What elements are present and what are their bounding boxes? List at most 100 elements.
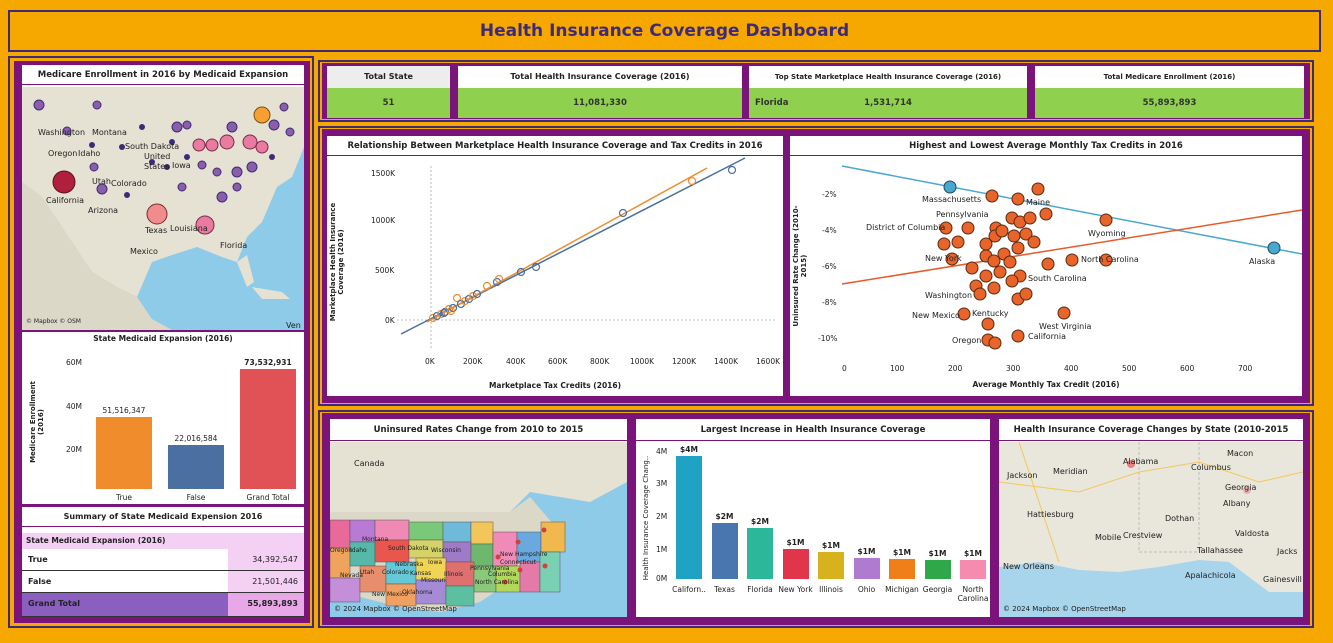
bar-label: Grand Total — [246, 493, 290, 502]
increase-bar-title: Largest Increase in Health Insurance Cov… — [636, 419, 990, 441]
map-label: Apalachicola — [1185, 571, 1236, 580]
map-label: Canada — [354, 459, 385, 468]
scatter2-title: Highest and Lowest Average Monthly Tax C… — [790, 136, 1302, 156]
state-map-title: Health Insurance Coverage Changes by Sta… — [999, 419, 1303, 441]
scatter2-points — [937, 182, 1113, 350]
map-label: New Orleans — [1003, 562, 1054, 571]
increase-bar[interactable] — [782, 548, 809, 579]
x-tick: 1200K — [672, 357, 697, 366]
increase-bar[interactable] — [711, 523, 738, 579]
uninsured-map-title: Uninsured Rates Change from 2010 to 2015 — [330, 419, 627, 441]
trend-line-blue — [841, 165, 1302, 255]
map-label: Utah — [92, 177, 111, 186]
map-label: Texas — [145, 226, 168, 235]
point-label: California — [1028, 332, 1066, 341]
increase-bar[interactable] — [676, 455, 702, 579]
increase-bar-value: $1M — [964, 549, 982, 559]
x-tick: 0K — [425, 357, 435, 366]
scatter1-plot[interactable] — [327, 136, 783, 376]
point-alaska — [1267, 241, 1281, 255]
row-value: 55,893,893 — [228, 593, 304, 616]
map-label: Georgia — [1225, 483, 1257, 492]
table-row[interactable]: Grand Total 55,893,893 — [22, 593, 304, 617]
point-label: Massachusetts — [922, 195, 982, 204]
map-label: Alabama — [1123, 457, 1159, 466]
bar-value: 51,516,347 — [102, 406, 146, 415]
bar-value: 73,532,931 — [244, 358, 292, 367]
header-bar: Health Insurance Coverage Dashboard — [8, 10, 1321, 52]
table-row[interactable]: True 34,392,547 — [22, 549, 304, 571]
kpi-value: 51 — [327, 88, 450, 118]
uninsured-map-panel: Uninsured Rates Change from 2010 to 2015… — [330, 419, 627, 617]
table-row[interactable]: False 21,501,446 — [22, 571, 304, 593]
scatter2-plot[interactable] — [790, 136, 1302, 376]
map-label: Ven — [286, 321, 301, 330]
enrollment-bubbles — [33, 99, 295, 235]
map-label: Dothan — [1165, 514, 1195, 523]
trend-line-orange — [841, 209, 1302, 285]
increase-bar[interactable] — [818, 551, 844, 579]
map-label: New Mexico — [372, 591, 408, 598]
increase-bar-value: $1M — [786, 537, 805, 547]
map-label: Columbia — [488, 571, 517, 578]
summary-table-title: Summary of State Medicaid Expension 2016 — [22, 507, 304, 527]
medicare-map-title: Medicare Enrollment in 2016 by Medicaid … — [22, 65, 304, 100]
expansion-bar-ylabel: Medicare Enrollment (2016) — [29, 381, 45, 463]
scatter1-panel: Relationship Between Marketplace Health … — [327, 136, 783, 396]
x-tick: 1000K — [630, 357, 655, 366]
kpi-total-medicare: Total Medicare Enrollment (2016) 55,893,… — [1035, 66, 1304, 118]
point-label: District of Columbia — [866, 223, 946, 232]
y-tick: 0K — [385, 316, 395, 325]
state-map[interactable] — [999, 442, 1303, 617]
increase-bar[interactable] — [960, 560, 986, 579]
kpi-state: Florida — [755, 98, 789, 108]
map-label: Kansas — [410, 570, 432, 577]
map-label: Iowa — [428, 559, 443, 566]
y-tick: 3M — [656, 479, 668, 488]
map-label: Valdosta — [1235, 529, 1270, 538]
kpi-title: Top State Marketplace Health Insurance C… — [749, 66, 1027, 88]
increase-bar-label: Georgia — [922, 585, 953, 594]
map-label: Columbus — [1191, 463, 1231, 472]
medicare-map[interactable] — [22, 87, 304, 330]
increase-bar-label: Ohio — [857, 585, 876, 594]
x-tick: 200K — [463, 357, 483, 366]
kpi-frame — [318, 60, 1314, 122]
row-value: 21,501,446 — [228, 571, 304, 592]
map-label: Iowa — [172, 161, 191, 170]
dashboard-title: Health Insurance Coverage Dashboard — [479, 21, 850, 41]
point-label: North Carolina — [1081, 255, 1139, 264]
increase-bar[interactable] — [747, 527, 773, 579]
bar-false[interactable] — [168, 445, 224, 489]
increase-bar-value: $1M — [893, 548, 911, 558]
x-tick: 700 — [1238, 364, 1253, 373]
map-label: Louisiana — [170, 224, 208, 233]
scatter1-xlabel: Marketplace Tax Credits (2016) — [488, 381, 622, 390]
bar-grand-total[interactable] — [240, 369, 296, 489]
map-label: Jackson — [1007, 471, 1038, 480]
map-label: Oklahoma — [402, 589, 433, 596]
y-tick: 40M — [66, 402, 83, 411]
map-label: Crestview — [1123, 531, 1163, 540]
map-label: Colorado — [111, 179, 147, 188]
map-label: Jacks — [1277, 547, 1298, 556]
kpi-total-state: Total State 51 — [327, 66, 450, 118]
increase-bar[interactable] — [889, 559, 915, 579]
uninsured-map[interactable] — [330, 442, 627, 617]
map-label: Oregon — [330, 547, 353, 554]
map-label: Gainesvill — [1263, 575, 1302, 584]
map-label: Connecticut — [500, 559, 536, 566]
x-tick: 1400K — [714, 357, 739, 366]
y-tick: -2% — [822, 190, 837, 199]
y-tick: 1M — [656, 545, 668, 554]
y-tick: -4% — [822, 226, 837, 235]
middle-frame — [318, 126, 1314, 406]
kpi-value: 1,531,714 — [864, 98, 912, 108]
increase-bar[interactable] — [853, 558, 880, 579]
increase-bar[interactable] — [924, 559, 951, 579]
bar-true[interactable] — [96, 417, 152, 489]
map-label: Washington — [38, 128, 86, 137]
summary-table-header: State Medicaid Expansion (2016) — [22, 533, 304, 549]
scatter1-title: Relationship Between Marketplace Health … — [327, 136, 783, 156]
medicare-map-panel: Medicare Enrollment in 2016 by Medicaid … — [22, 65, 304, 330]
